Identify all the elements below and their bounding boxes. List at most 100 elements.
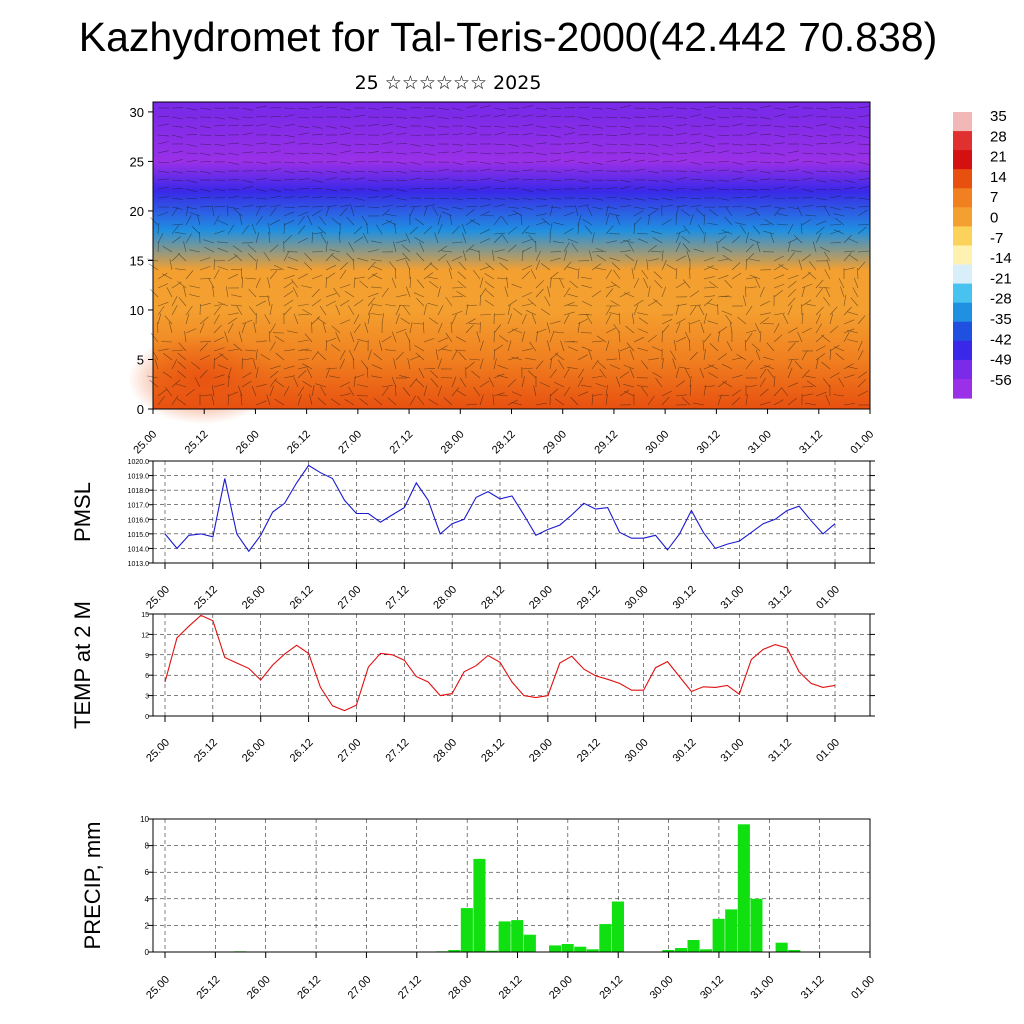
wind-barb: [613, 269, 621, 280]
wind-barb: [563, 386, 571, 397]
wind-barb: [647, 125, 660, 127]
wind-barb: [584, 225, 593, 235]
wind-barb: [688, 321, 691, 334]
wind-barb: [287, 266, 299, 271]
wind-barb: [409, 152, 422, 154]
wind-barb: [745, 305, 753, 316]
x-tick-label: 27.12: [383, 584, 411, 612]
wind-barb: [499, 335, 509, 343]
wind-barb: [535, 402, 547, 406]
wind-barb: [661, 358, 664, 370]
wind-barb: [319, 305, 327, 316]
wind-barb: [709, 281, 719, 289]
wind-barb: [801, 369, 810, 379]
wind-barb: [521, 250, 524, 262]
wind-barb: [381, 123, 393, 127]
wind-barb: [529, 341, 537, 352]
wind-barb: [224, 331, 229, 343]
wind-barb: [185, 388, 195, 397]
wind-barb: [437, 187, 449, 190]
precip-bar: [662, 950, 675, 952]
precip-bar: [486, 950, 499, 952]
wind-barb: [521, 265, 533, 271]
wind-barb: [759, 317, 769, 325]
wind-barb: [456, 390, 467, 397]
wind-barb: [175, 268, 187, 271]
wind-barb: [395, 152, 407, 155]
wind-barb: [521, 238, 533, 244]
wind-barb: [759, 368, 767, 379]
wind-barb: [843, 186, 855, 190]
y-tick-label: 9: [145, 653, 149, 660]
wind-barb: [493, 143, 506, 146]
wind-barb: [213, 260, 226, 262]
wind-barb: [493, 204, 505, 208]
chart-title: Kazhydromet for Tal-Teris-2000(42.442 70…: [78, 14, 938, 60]
wind-barb: [375, 224, 383, 235]
wind-barb: [171, 206, 179, 217]
wind-barb: [416, 297, 425, 307]
wind-barb: [553, 381, 565, 388]
wind-barb: [441, 348, 453, 352]
wind-barb: [393, 241, 397, 253]
y-tick-label: 6: [145, 868, 150, 877]
wind-barb: [563, 159, 575, 163]
wind-barb: [535, 360, 544, 370]
wind-barb: [269, 323, 276, 334]
wind-barb: [619, 143, 631, 146]
wind-barb: [171, 223, 184, 226]
wind-barb: [493, 392, 505, 397]
wind-barb: [766, 342, 775, 352]
wind-barb: [385, 304, 397, 307]
wind-barb: [353, 277, 356, 289]
wind-barb: [686, 250, 691, 262]
precip-bar: [788, 950, 801, 952]
colorbar-segment: [953, 321, 972, 342]
wind-barb: [759, 388, 769, 397]
wind-barb: [189, 212, 201, 217]
wind-barb: [787, 280, 797, 289]
y-tick-label: 0: [145, 948, 150, 957]
wind-barb: [633, 222, 636, 235]
wind-barb: [507, 313, 513, 325]
x-tick-label: 30.00: [648, 974, 676, 1002]
wind-barb: [752, 225, 761, 235]
wind-barb: [479, 114, 491, 118]
wind-barb: [745, 132, 757, 136]
wind-barb: [493, 197, 505, 200]
wind-barb: [339, 319, 351, 325]
wind-barb: [661, 188, 673, 192]
wind-barb: [248, 306, 257, 316]
wind-barb: [367, 179, 379, 182]
wind-barb: [437, 337, 449, 343]
wind-barb: [395, 384, 397, 397]
wind-barb: [339, 262, 349, 271]
wind-barb: [231, 294, 243, 298]
wind-barb: [362, 232, 369, 244]
wind-barb: [211, 205, 215, 217]
colorbar-label: -21: [990, 270, 1012, 287]
wind-barb: [619, 197, 631, 201]
wind-barb: [731, 177, 743, 181]
wind-barb: [251, 385, 257, 397]
wind-barb: [456, 291, 467, 298]
wind-barb: [721, 229, 733, 235]
wind-barb: [329, 375, 341, 379]
x-tick-label: 28.00: [431, 584, 459, 612]
wind-barb: [233, 253, 243, 262]
wind-barb: [507, 379, 517, 388]
wind-barb: [400, 317, 411, 325]
x-tick-label: 27.12: [396, 974, 424, 1002]
wind-barb: [371, 265, 383, 271]
wind-barb: [465, 143, 478, 145]
wind-barb: [154, 358, 159, 370]
wind-barb: [171, 179, 184, 182]
wind-barb: [335, 304, 341, 316]
wind-barb: [311, 209, 322, 217]
wind-barb: [507, 114, 519, 118]
wind-barb: [647, 160, 659, 163]
wind-barb: [241, 179, 253, 183]
wind-barb: [689, 141, 701, 145]
wind-barb: [367, 261, 376, 271]
x-tick-label: 25.12: [183, 428, 211, 456]
